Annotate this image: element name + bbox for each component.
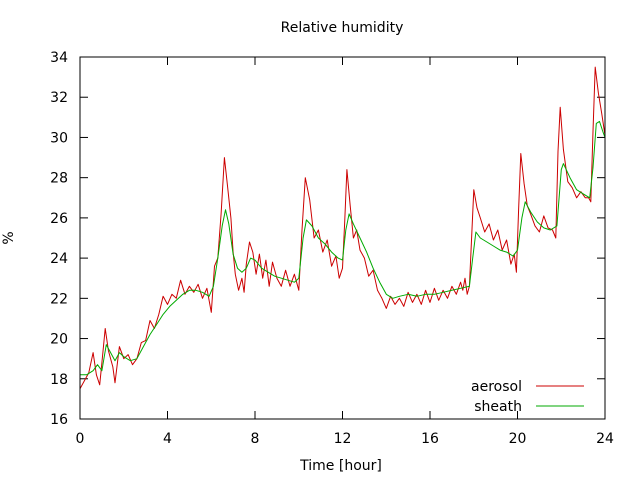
- y-tick-label: 32: [50, 90, 68, 106]
- x-axis-label: Time [hour]: [299, 458, 382, 474]
- x-tick-label: 16: [421, 431, 439, 447]
- x-tick-label: 12: [334, 431, 352, 447]
- legend: aerosol sheath: [471, 379, 584, 415]
- axis-ticks: 0 4 8 12 16 20 24 16 18 20 22 24 26 28 30 32 34: [50, 50, 614, 447]
- x-tick-label: 24: [596, 431, 614, 447]
- y-tick-label: 24: [50, 251, 68, 267]
- x-tick-label: 20: [509, 431, 527, 447]
- y-tick-label: 16: [50, 412, 68, 428]
- legend-label-sheath: sheath: [474, 399, 522, 415]
- data-series: [79, 66, 606, 390]
- y-tick-label: 18: [50, 372, 68, 388]
- x-tick-label: 8: [251, 431, 260, 447]
- y-tick-label: 34: [50, 50, 68, 66]
- series-line-sheath: [80, 120, 606, 376]
- y-tick-label: 26: [50, 211, 68, 227]
- y-tick-label: 30: [50, 130, 68, 146]
- y-axis-label: %: [1, 231, 17, 244]
- x-tick-label: 4: [163, 431, 172, 447]
- chart-title: Relative humidity: [281, 20, 404, 36]
- y-tick-label: 22: [50, 291, 68, 307]
- x-tick-label: 0: [76, 431, 85, 447]
- y-tick-label: 28: [50, 171, 68, 187]
- y-tick-label: 20: [50, 332, 68, 348]
- series-line-aerosol: [79, 66, 606, 390]
- legend-label-aerosol: aerosol: [471, 379, 522, 395]
- plot-area-frame: [79, 56, 606, 420]
